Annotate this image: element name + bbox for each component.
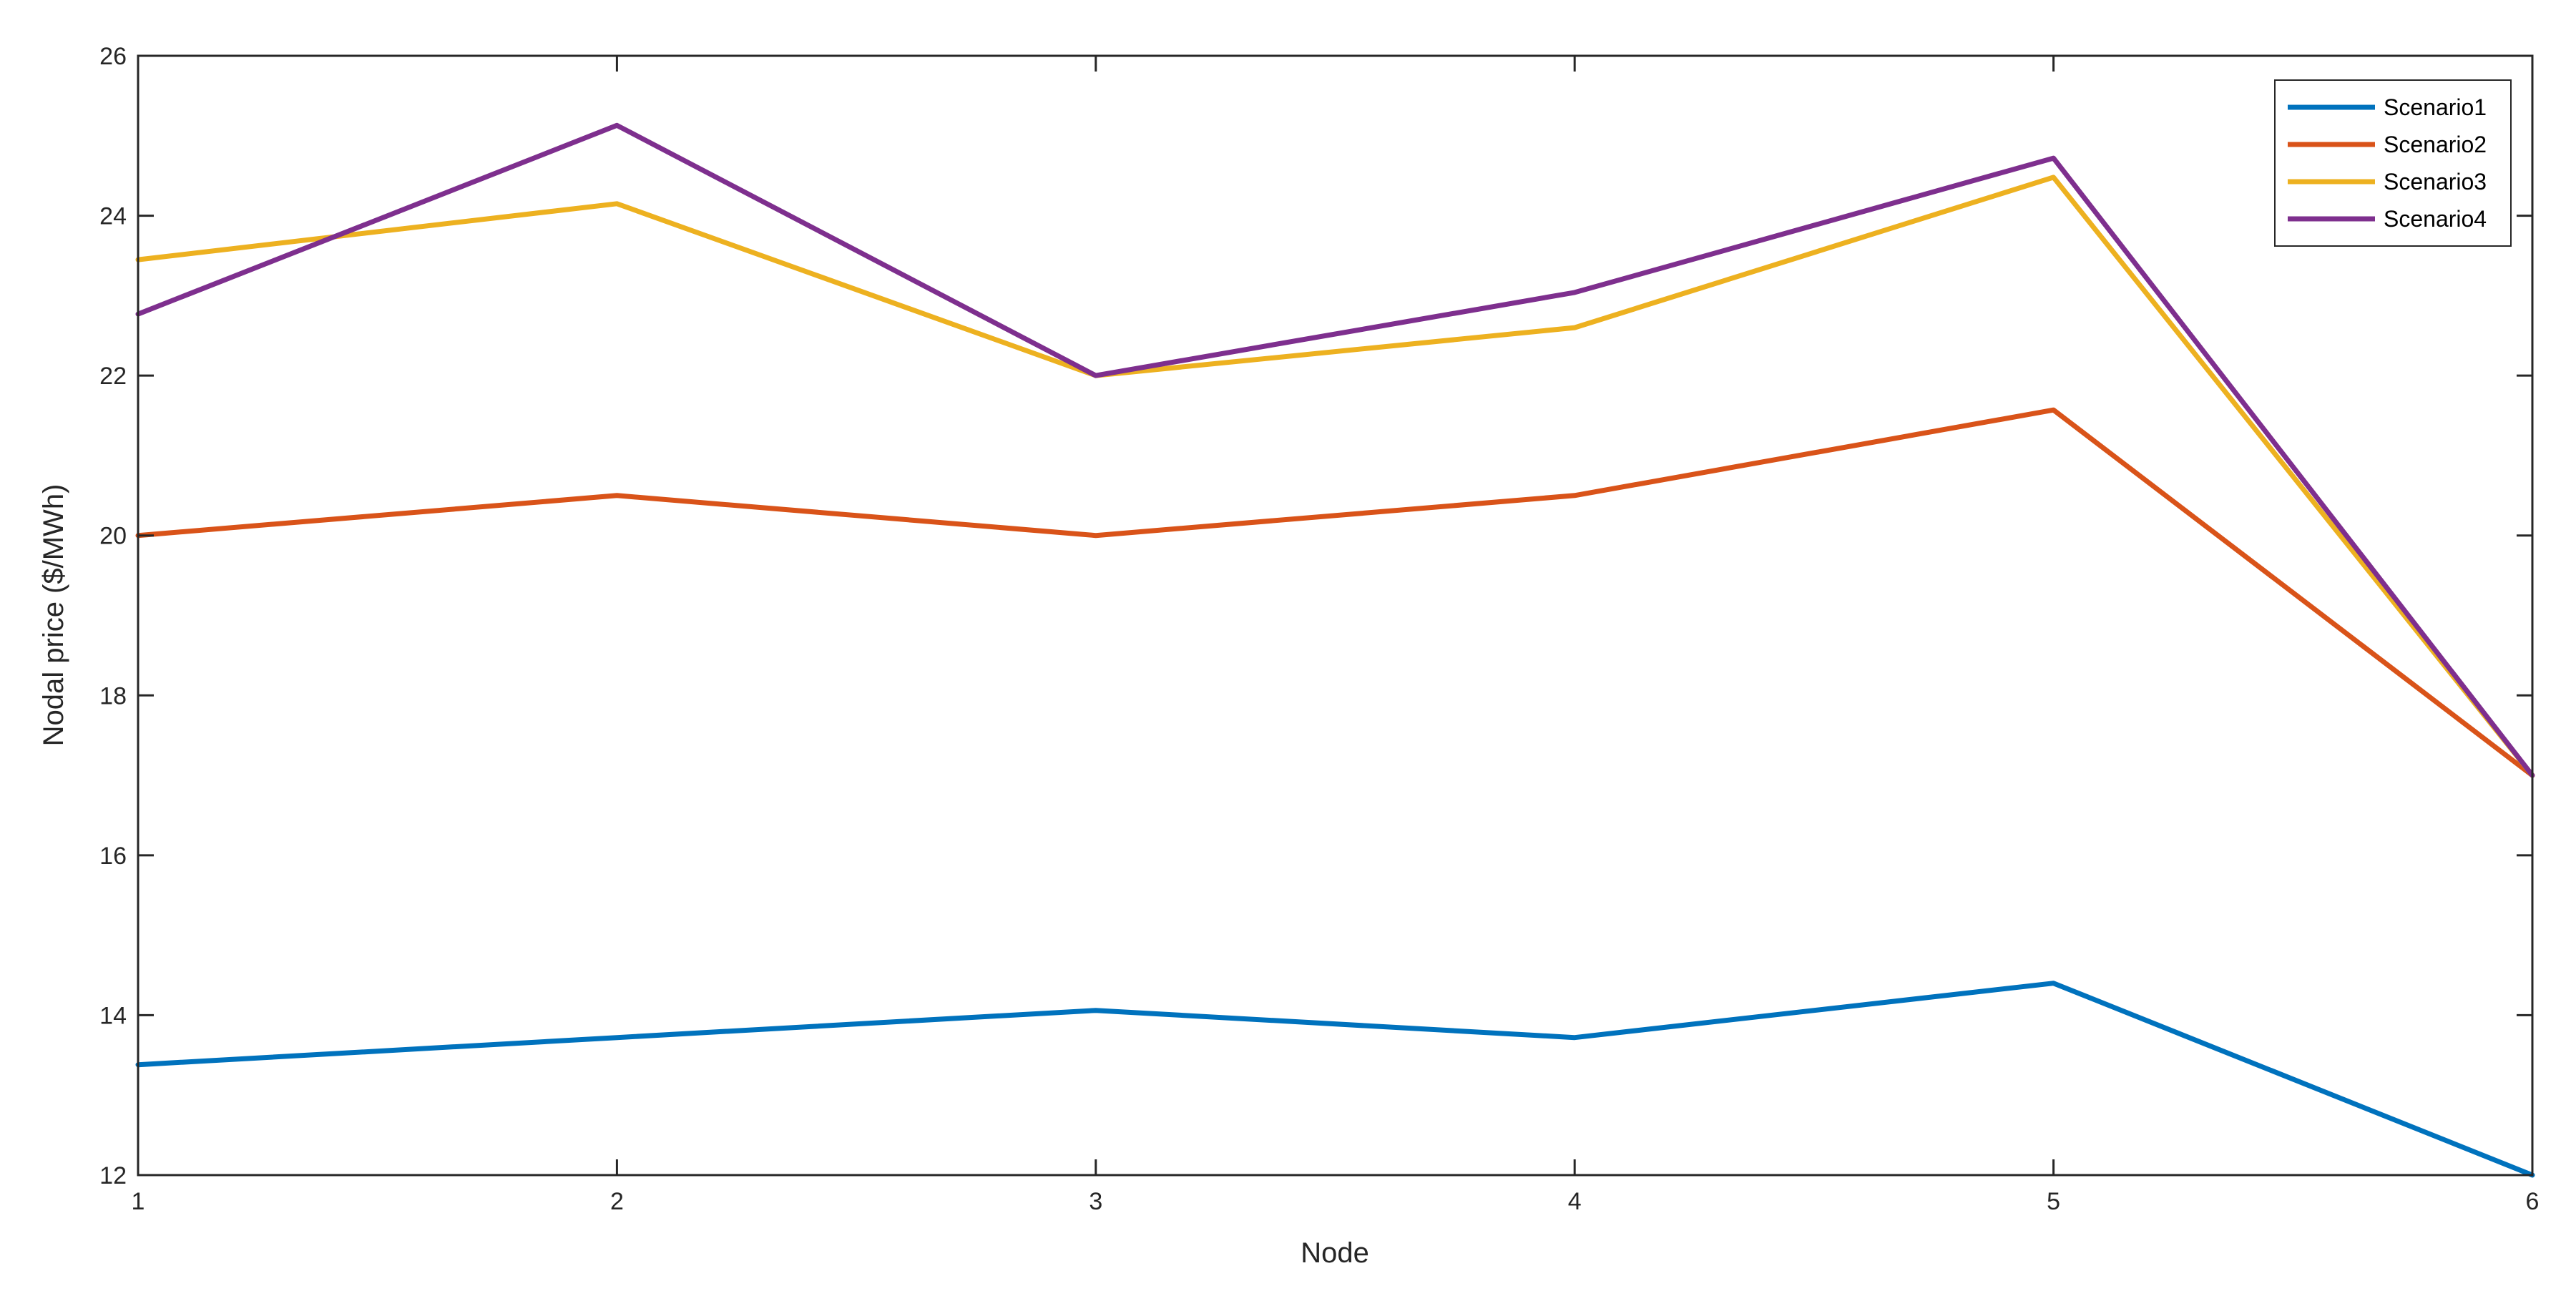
y-tick-label: 20 [99,523,127,550]
x-axis-title: Node [1301,1237,1369,1269]
x-tick-label: 3 [1089,1188,1102,1215]
series-line-2 [135,407,2535,778]
y-tick-label: 22 [99,363,127,390]
legend-label-1: Scenario1 [2384,94,2487,120]
y-tick-label: 12 [99,1162,127,1189]
x-tick-label: 6 [2526,1188,2540,1215]
series-line-4 [135,122,2535,778]
y-tick-label: 16 [99,843,127,870]
y-axis-title: Nodal price ($/MWh) [38,484,69,747]
series-layer [135,122,2535,1178]
y-tick-label: 14 [99,1002,127,1029]
x-tick-label: 1 [132,1188,145,1215]
legend-label-4: Scenario4 [2384,206,2487,232]
x-tick-label: 2 [610,1188,624,1215]
legend-label-3: Scenario3 [2384,169,2487,195]
legend: Scenario1 Scenario2 Scenario3 Scenario4 [2274,79,2512,247]
series-line-1 [135,981,2535,1178]
x-tick-label: 5 [2047,1188,2060,1215]
plot-area-frame [137,54,2534,1177]
y-tick-label: 26 [99,43,127,70]
legend-label-2: Scenario2 [2384,132,2487,157]
y-tick-label: 18 [99,682,127,709]
y-tick-label: 24 [99,203,127,230]
x-tick-label: 4 [1568,1188,1582,1215]
series-line-3 [135,175,2535,778]
